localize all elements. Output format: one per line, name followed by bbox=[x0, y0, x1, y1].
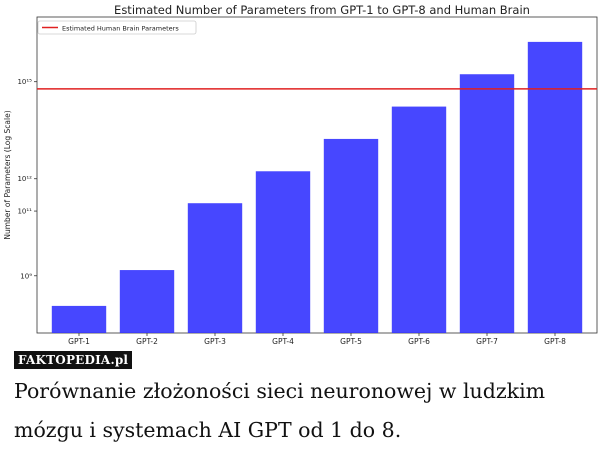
x-tick-label: GPT-3 bbox=[204, 337, 226, 345]
bar-gpt-1 bbox=[51, 305, 107, 333]
y-tick-label: 10¹⁵ bbox=[17, 78, 32, 86]
bar-gpt-8 bbox=[527, 41, 583, 334]
y-tick-label: 10⁹ bbox=[20, 272, 32, 280]
bar-gpt-2 bbox=[119, 270, 175, 333]
x-tick-label: GPT-1 bbox=[68, 337, 90, 345]
x-tick-label: GPT-2 bbox=[136, 337, 158, 345]
plot-frame bbox=[36, 16, 598, 334]
watermark-logo: FAKTOPEDIA.pl bbox=[14, 351, 133, 369]
legend-label: Estimated Human Brain Parameters bbox=[62, 25, 179, 33]
ticks-group: GPT-1 GPT-2 GPT-3 GPT-4 GPT-5 GPT-6 GPT-7 GPT-8… bbox=[17, 78, 566, 345]
bar-gpt-4 bbox=[255, 171, 311, 333]
x-tick-label: GPT-5 bbox=[340, 337, 362, 345]
x-tick-label: GPT-8 bbox=[544, 337, 566, 345]
chart-title: Estimated Number of Parameters from GPT-… bbox=[114, 3, 530, 17]
legend: Estimated Human Brain Parameters bbox=[37, 20, 197, 35]
y-tick-label: 10¹¹ bbox=[17, 208, 32, 216]
x-tick-label: GPT-7 bbox=[476, 337, 498, 345]
parameters-bar-chart: Estimated Number of Parameters from GPT-… bbox=[3, 3, 598, 345]
bar-gpt-5 bbox=[323, 138, 379, 333]
x-tick-label: GPT-4 bbox=[272, 337, 294, 345]
bar-gpt-6 bbox=[391, 106, 447, 333]
x-tick-label: GPT-6 bbox=[408, 337, 430, 345]
bars-group bbox=[51, 41, 583, 334]
legend-box bbox=[37, 20, 197, 35]
plot-axes bbox=[36, 16, 598, 334]
bar-gpt-7 bbox=[459, 74, 515, 334]
bar-gpt-3 bbox=[187, 203, 243, 333]
caption-text: Porównanie złożoności sieci neuronowej w… bbox=[14, 379, 546, 442]
y-axis-label: Number of Parameters (Log Scale) bbox=[3, 110, 12, 239]
y-tick-label: 10¹² bbox=[17, 175, 32, 183]
